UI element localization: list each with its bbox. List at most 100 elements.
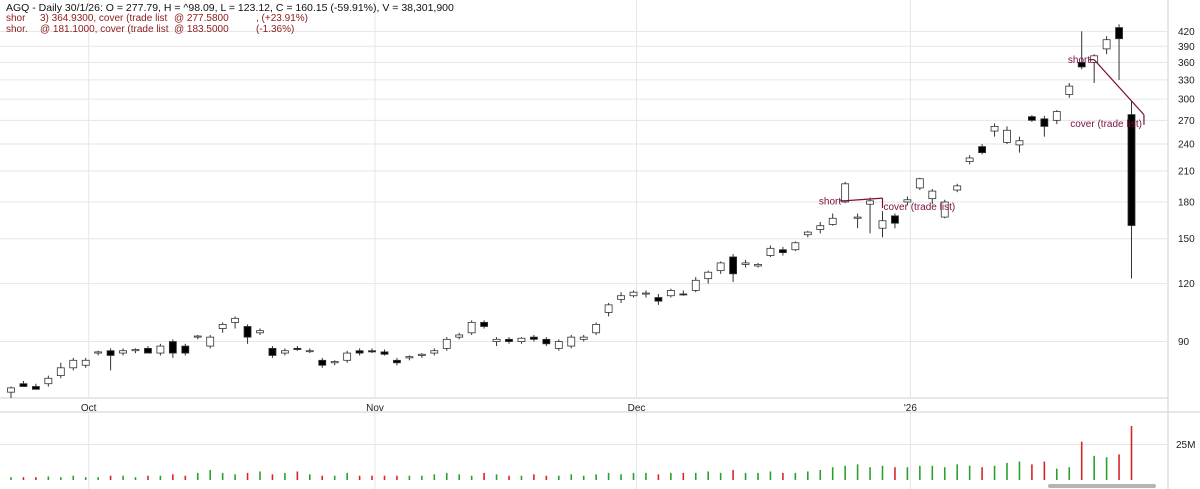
candle-body — [7, 387, 15, 393]
candle-body — [629, 291, 638, 297]
y-tick-label: 120 — [1178, 279, 1195, 290]
candle-body — [642, 292, 650, 295]
candle-body — [1052, 111, 1061, 121]
candle-body — [131, 349, 140, 352]
candle-body — [754, 264, 762, 267]
candle-body — [243, 326, 252, 338]
candle-body — [716, 262, 725, 272]
y-tick-label: 240 — [1178, 140, 1195, 151]
x-tick-label: '26 — [904, 403, 917, 414]
candle-body — [828, 217, 837, 225]
candle-body — [1040, 118, 1049, 127]
y-tick-label: 330 — [1178, 75, 1195, 86]
candle-body — [343, 352, 352, 361]
candle-body — [380, 351, 389, 355]
y-tick-label: 150 — [1178, 234, 1195, 245]
candle-body — [442, 338, 451, 349]
candle-body — [779, 249, 787, 253]
trade-line — [845, 197, 883, 202]
candle-body — [231, 317, 240, 323]
candle-body — [542, 338, 551, 345]
y-tick-label: 360 — [1178, 58, 1195, 69]
candle-body — [965, 157, 974, 162]
candle-body — [517, 337, 526, 342]
candle-body — [368, 350, 376, 353]
candle-body — [467, 321, 476, 334]
candle-body — [280, 350, 289, 354]
candle-body — [393, 359, 401, 364]
candle-body — [168, 341, 177, 354]
candle-body — [156, 345, 165, 354]
candle-body — [293, 347, 302, 350]
volume-axis-label: 25M — [1176, 440, 1195, 451]
candle-body — [44, 377, 53, 385]
y-tick-label: 270 — [1178, 116, 1195, 127]
candle-body — [305, 350, 314, 353]
trade-side: shor — [6, 13, 26, 24]
candle-body — [530, 336, 538, 340]
candle-body — [119, 350, 127, 354]
candle-body — [878, 220, 887, 229]
candle-body — [256, 330, 264, 334]
trade-exit: @ 183.5000 — [174, 24, 229, 35]
trade-entry-label: short — [819, 196, 841, 207]
candle-body — [492, 338, 501, 342]
candle-body — [19, 383, 28, 387]
candle-body — [355, 350, 364, 354]
candle-body — [592, 324, 601, 334]
symbol-summary: AGQ - Daily 30/1/26: O = 277.79, H = ^98… — [6, 2, 454, 14]
candle-body — [666, 290, 675, 297]
y-tick-label: 210 — [1178, 166, 1195, 177]
candle-body — [430, 350, 439, 354]
candle-body — [1065, 85, 1074, 95]
candle-body — [1102, 39, 1111, 50]
trade-side: shor. — [6, 24, 28, 35]
candle-body — [567, 336, 576, 347]
candle-body — [841, 183, 850, 203]
trade-exit-label: cover (trade list) — [884, 202, 956, 213]
candle-body — [1003, 129, 1011, 143]
candle-body — [318, 359, 327, 366]
candle-body — [181, 345, 190, 354]
candle-body — [617, 295, 625, 300]
y-tick-label: 180 — [1178, 197, 1195, 208]
candle-body — [915, 178, 924, 189]
trade-entry: @ 181.1000, cover (trade list — [40, 24, 169, 35]
candle-body — [106, 350, 115, 356]
candle-body — [729, 256, 737, 275]
candle-body — [990, 125, 999, 132]
trade-exit: @ 277.5800 — [174, 13, 229, 24]
x-tick-label: Dec — [628, 403, 646, 414]
candle-body — [268, 347, 277, 356]
candle-body — [1115, 27, 1123, 40]
trade-entry-label: short — [1068, 55, 1090, 66]
candle-body — [928, 190, 937, 200]
candle-body — [891, 215, 899, 224]
candle-body — [704, 271, 713, 280]
candle-body — [691, 279, 700, 291]
candle-body — [56, 367, 65, 377]
trade-line — [1093, 59, 1145, 116]
candle-body — [940, 201, 949, 218]
candle-body — [81, 359, 90, 366]
horizontal-scrollbar-thumb[interactable] — [1048, 484, 1156, 488]
candle-body — [853, 216, 862, 219]
candle-body — [94, 351, 103, 354]
candle-body — [654, 297, 663, 302]
candle-body — [604, 304, 613, 313]
candle-body — [206, 336, 215, 347]
candle-body — [953, 185, 962, 191]
trade-entry: 3) 364.9300, cover (trade list — [40, 13, 168, 24]
candle-body — [978, 146, 986, 154]
y-tick-label: 90 — [1178, 337, 1190, 348]
candle-body — [69, 359, 78, 369]
trade-change: , (+23.91%) — [256, 13, 308, 24]
candle-body — [903, 199, 912, 203]
candle-body — [741, 262, 750, 265]
candle-body — [1015, 140, 1024, 146]
candle-body — [330, 361, 339, 364]
trade-change: (-1.36%) — [256, 24, 295, 35]
candle-body — [766, 247, 775, 256]
candle-body — [455, 334, 464, 338]
